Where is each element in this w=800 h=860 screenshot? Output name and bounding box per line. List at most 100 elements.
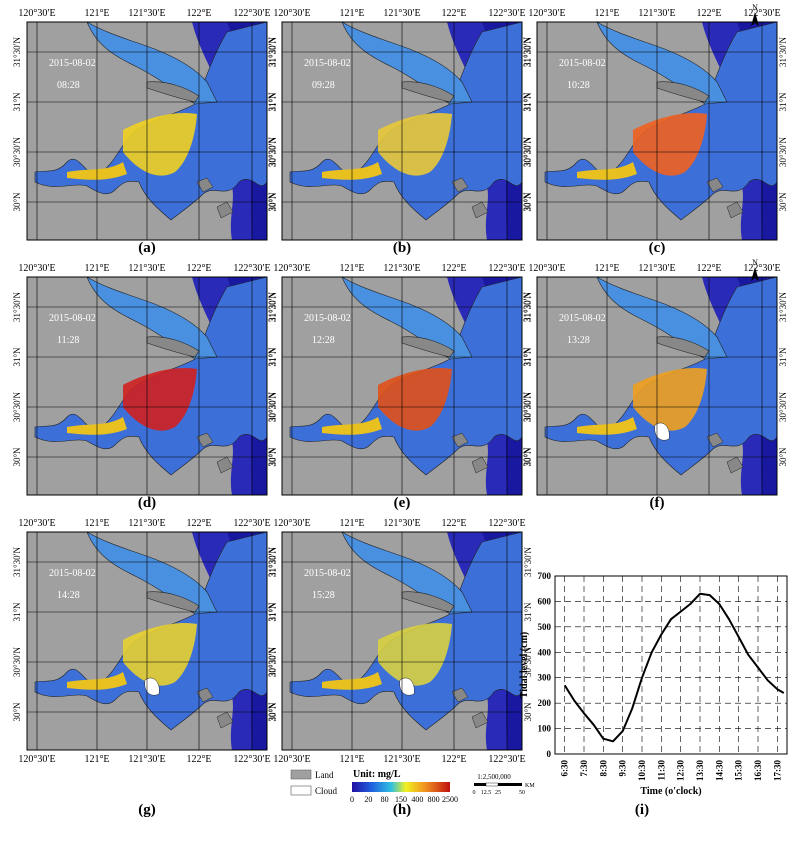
lat-tick-label: 30°N xyxy=(523,702,533,722)
lat-tick-label: 30°N xyxy=(267,447,277,467)
panel-time: 11:28 xyxy=(57,335,79,346)
lat-tick-label: 30°N xyxy=(12,447,22,467)
colorbar-tick: 2500 xyxy=(442,795,458,804)
cloud-label: Cloud xyxy=(315,786,338,796)
lat-tick-label: 30°N xyxy=(268,192,278,212)
lon-tick-label: 120°30′E xyxy=(18,263,55,274)
lat-tick-label: 30°30′N xyxy=(522,391,532,422)
panel-date: 2015-08-02 xyxy=(559,58,606,69)
y-tick-label: 600 xyxy=(538,596,552,606)
lon-tick-label: 121°30′E xyxy=(638,8,675,19)
panel-label: (c) xyxy=(648,240,666,256)
x-tick-label: 11:30 xyxy=(656,760,666,781)
panel-time: 14:28 xyxy=(57,590,80,601)
lon-tick-label: 121°30′E xyxy=(128,263,165,274)
high-concentration-zone xyxy=(123,622,197,686)
panel-date: 2015-08-02 xyxy=(304,568,351,579)
x-tick-label: 14:30 xyxy=(714,760,724,781)
y-tick-label: 100 xyxy=(538,724,552,734)
lat-tick-label: 31°N xyxy=(12,92,22,112)
lon-tick-label: 121°30′E xyxy=(383,263,420,274)
y-tick-label: 300 xyxy=(538,673,552,683)
lat-tick-label: 31°30′N xyxy=(268,291,278,322)
colorbar-tick: 150 xyxy=(395,795,407,804)
x-tick-label: 17:30 xyxy=(772,760,782,781)
lat-tick-label: 31°N xyxy=(267,92,277,112)
panel-label: (f) xyxy=(649,495,665,511)
north-arrow-icon: N xyxy=(751,3,759,26)
river-channel xyxy=(596,21,728,105)
lat-tick-label: 31°30′N xyxy=(523,546,533,577)
lat-tick-label: 31°30′N xyxy=(522,291,532,322)
lat-tick-label: 31°N xyxy=(522,347,532,367)
lat-tick-label: 31°30′N xyxy=(523,291,533,322)
tidal-chart: 0 100 200 300 400 500 600 700 6:30 7:30 8:30 9:30 10… xyxy=(519,571,788,797)
panel-time: 08:28 xyxy=(57,80,80,91)
lon-tick-label: 122°E xyxy=(186,754,211,765)
x-tick-label: 13:30 xyxy=(695,760,705,781)
lat-tick-label: 30°N xyxy=(12,702,22,722)
lon-tick-label: 122°E xyxy=(696,8,721,19)
lon-tick-label: 122°E xyxy=(441,754,466,765)
lon-tick-label: 122°30′E xyxy=(233,263,270,274)
x-tick-label: 6:30 xyxy=(560,760,570,777)
river-channel xyxy=(86,276,218,360)
panel-label: (b) xyxy=(392,240,412,256)
lon-tick-label: 120°30′E xyxy=(273,518,310,529)
panel-time: 15:28 xyxy=(312,590,335,601)
x-axis-label: Time (o'clock) xyxy=(640,786,701,797)
lat-tick-label: 30°N xyxy=(523,447,533,467)
map-panel: 120°30′E 121°E 121°30′E 122°E 122°30′E 31°30′… xyxy=(510,0,788,256)
river-channel xyxy=(341,21,473,105)
lon-tick-label: 122°30′E xyxy=(233,518,270,529)
lat-tick-label: 31°30′N xyxy=(778,291,788,322)
lat-tick-label: 31°N xyxy=(778,92,788,112)
colorbar-tick: 400 xyxy=(411,795,423,804)
lon-tick-label: 122°E xyxy=(441,263,466,274)
lat-tick-label: 30°N xyxy=(523,192,533,212)
lat-tick-label: 31°N xyxy=(12,347,22,367)
lon-tick-label: 122°E xyxy=(186,8,211,19)
x-tick-label: 12:30 xyxy=(676,760,686,781)
panel-date: 2015-08-02 xyxy=(49,568,96,579)
lat-tick-label: 30°30′N xyxy=(268,391,278,422)
cloud-patch xyxy=(144,677,160,696)
scale-unit: KM xyxy=(525,783,535,789)
lat-tick-label: 30°N xyxy=(778,192,788,212)
lat-tick-label: 30°N xyxy=(267,702,277,722)
lat-tick-label: 31°30′N xyxy=(268,546,278,577)
map-image: 120°30′E 121°E 121°30′E 122°E 122°30′E 31°30′… xyxy=(522,258,788,496)
lat-tick-label: 30°30′N xyxy=(267,391,277,422)
scale-tick: 50 xyxy=(519,790,525,796)
lat-tick-label: 30°30′N xyxy=(523,646,533,677)
colorbar xyxy=(352,782,450,792)
y-tick-label: 0 xyxy=(547,749,552,759)
lon-tick-label: 121°30′E xyxy=(383,518,420,529)
panel-label: (e) xyxy=(393,495,411,511)
svg-text:N: N xyxy=(752,3,758,12)
lon-tick-label: 121°E xyxy=(339,263,364,274)
lat-tick-label: 30°N xyxy=(268,447,278,467)
river-channel xyxy=(86,531,218,615)
scale-tick: 0 xyxy=(473,790,476,796)
lon-tick-label: 121°E xyxy=(594,8,619,19)
lat-tick-label: 31°N xyxy=(523,92,533,112)
high-concentration-zone xyxy=(123,367,197,431)
river-channel xyxy=(341,531,473,615)
high-concentration-zone xyxy=(378,622,452,686)
map-image: 120°30′E 121°E 121°30′E 122°E 122°30′E 31°30′… xyxy=(267,8,533,241)
lat-tick-label: 30°30′N xyxy=(12,646,22,677)
lon-tick-label: 121°E xyxy=(84,754,109,765)
lon-tick-label: 121°30′E xyxy=(383,754,420,765)
map-image: 120°30′E 120°30′E 121°E 121°E 121°30′E 121°30… xyxy=(12,518,278,765)
lon-tick-label: 120°30′E xyxy=(273,754,310,765)
x-tick-label: 9:30 xyxy=(618,760,628,777)
map-panel: 120°30′E 120°30′E 121°E 121°E 121°30′E 121°30… xyxy=(0,510,278,818)
map-panel: 120°30′E 121°E 121°30′E 122°E 122°30′E 31°30′… xyxy=(255,0,533,256)
lon-tick-label: 121°E xyxy=(339,754,364,765)
lon-tick-label: 122°E xyxy=(441,8,466,19)
lat-tick-label: 30°N xyxy=(522,192,532,212)
north-arrow-icon: N xyxy=(751,258,759,281)
lat-tick-label: 30°N xyxy=(268,702,278,722)
lat-tick-label: 30°30′N xyxy=(778,391,788,422)
